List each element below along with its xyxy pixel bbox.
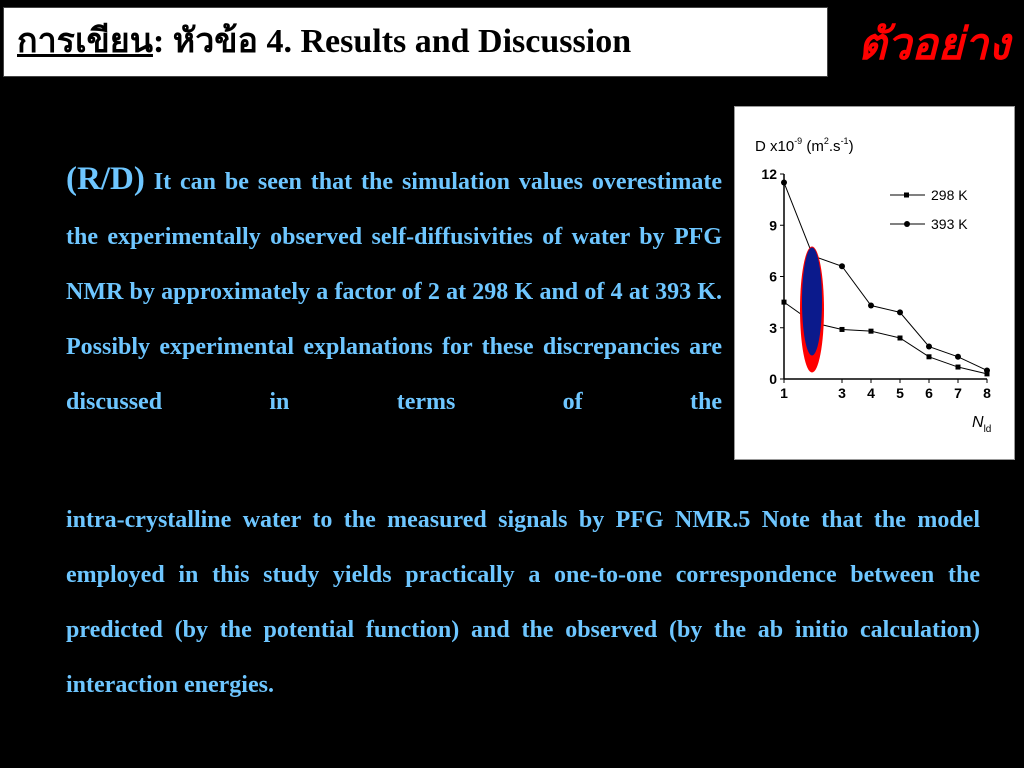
xlabel-sub: ld <box>984 424 992 435</box>
data-point <box>955 364 961 370</box>
y-tick-label: 12 <box>761 166 777 182</box>
data-point <box>897 309 903 316</box>
y-axis-label: D x10-9 (m2.s-1) <box>755 136 854 155</box>
paragraph-continued: intra-crystalline water to the measured … <box>66 507 980 698</box>
data-point <box>868 328 874 334</box>
x-tick-label: 1 <box>780 385 788 401</box>
chart-panel: D x10-9 (m2.s-1) 0 3 6 9 12 1 3 4 5 6 7 8 298 K 393 K… <box>734 106 1015 460</box>
ylabel-exp: -9 <box>794 136 802 146</box>
data-point <box>926 354 932 360</box>
legend-label: 393 K <box>931 216 968 232</box>
svg-text:Nld: Nld <box>972 414 991 435</box>
ylabel-base: D x10 <box>755 138 794 155</box>
legend-marker <box>904 221 910 227</box>
y-tick-label: 9 <box>769 217 777 233</box>
legend-marker <box>904 192 909 198</box>
ylabel-unit-open: (m <box>802 138 824 155</box>
paragraph-body: It can be seen that the simulation value… <box>66 169 723 415</box>
ylabel-unit-close: ) <box>849 138 854 155</box>
example-tag: ตัวอย่าง <box>858 19 1010 70</box>
slide-title: การเขียน: หัวข้อ 4. Results and Discussi… <box>17 22 631 62</box>
data-point <box>926 343 932 350</box>
title-rest: : หัวข้อ 4. Results and Discussion <box>152 23 632 60</box>
x-tick-label: 5 <box>896 385 904 401</box>
paragraph-lead: (R/D) <box>66 161 145 197</box>
x-tick-label: 3 <box>838 385 846 401</box>
x-axis-label: Nld <box>972 414 991 435</box>
x-tick-label: 4 <box>867 385 875 401</box>
annotation-ellipse <box>802 247 822 356</box>
data-point <box>897 335 903 341</box>
data-point <box>839 326 845 332</box>
ylabel-unit-exp2: -1 <box>841 136 849 146</box>
legend-label: 298 K <box>931 187 968 203</box>
data-point <box>781 179 787 186</box>
data-point <box>984 371 990 377</box>
ylabel-unit-mid: .s <box>829 138 841 155</box>
y-tick-label: 0 <box>769 371 777 387</box>
title-prefix: การเขียน <box>17 23 153 60</box>
x-tick-label: 6 <box>925 385 933 401</box>
data-point <box>781 299 787 305</box>
y-tick-label: 6 <box>769 269 777 285</box>
data-point <box>868 302 874 309</box>
x-tick-label: 7 <box>954 385 962 401</box>
svg-text:D x10-9 (m2.s-1): D x10-9 (m2.s-1) <box>755 136 854 155</box>
data-point <box>955 353 961 360</box>
paragraph-rd: (R/D) It can be seen that the simulation… <box>66 152 722 430</box>
data-point <box>984 367 990 374</box>
y-tick-label: 3 <box>769 320 777 336</box>
ylabel-unit-exp1: 2 <box>824 136 829 146</box>
diffusivity-chart: D x10-9 (m2.s-1) 0 3 6 9 12 1 3 4 5 6 7 8 298 K 393 K… <box>755 136 991 435</box>
xlabel-main: N <box>972 414 984 431</box>
data-point <box>839 263 845 270</box>
x-tick-label: 8 <box>983 385 991 401</box>
title-box: การเขียน: หัวข้อ 4. Results and Discussi… <box>3 7 828 77</box>
